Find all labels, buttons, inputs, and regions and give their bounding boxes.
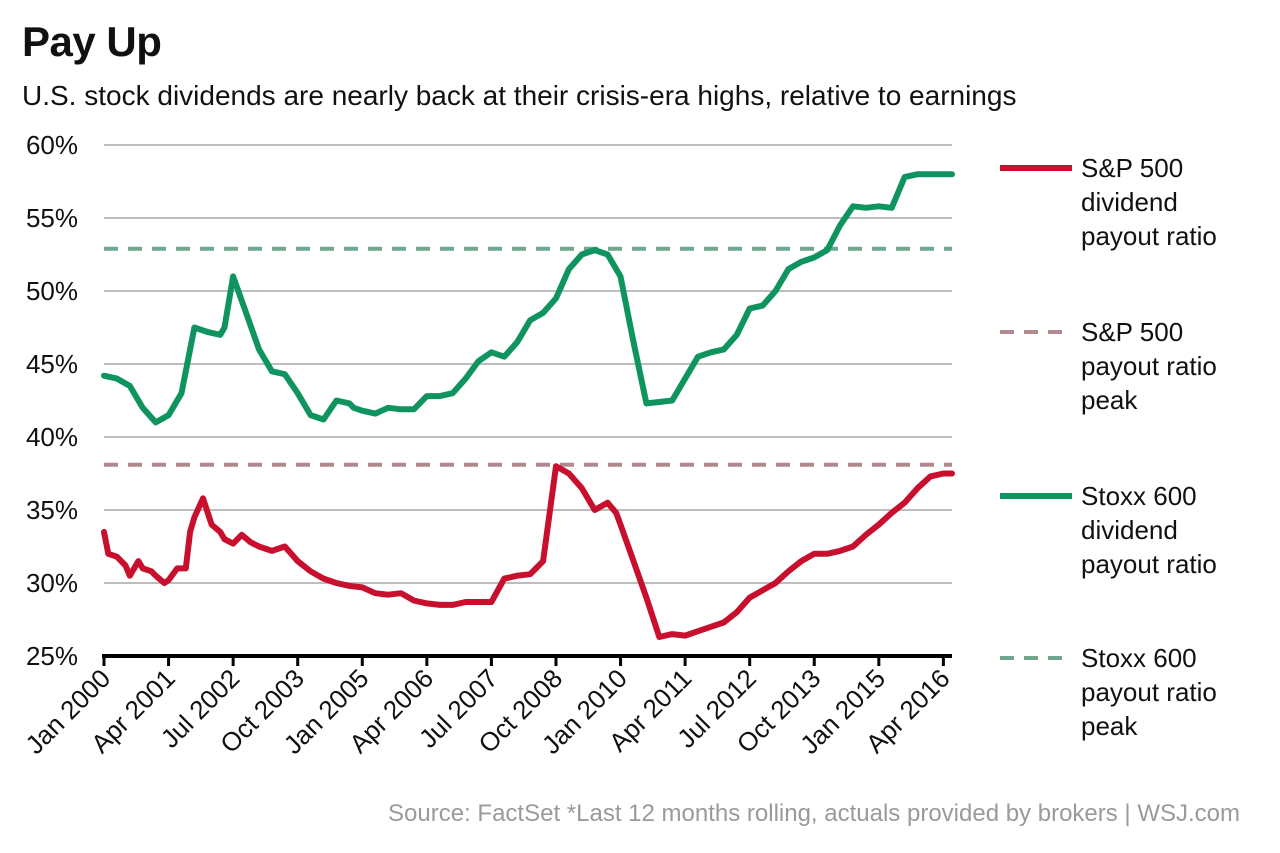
y-axis-ticks: 25% 30% 35% 40% 45% 50% 55% 60% bbox=[26, 130, 78, 671]
grid-lines bbox=[104, 144, 952, 584]
y-tick-label: 55% bbox=[26, 203, 78, 233]
series-line-2 bbox=[101, 171, 955, 426]
y-tick-label: 45% bbox=[26, 349, 78, 379]
series-line-0 bbox=[101, 463, 955, 640]
y-tick-label: 50% bbox=[26, 276, 78, 306]
chart-subtitle: U.S. stock dividends are nearly back at … bbox=[22, 80, 1017, 111]
y-tick-label: 40% bbox=[26, 422, 78, 452]
legend-label-2: Stoxx 600 dividend payout ratio bbox=[1081, 481, 1217, 579]
y-tick-label: 25% bbox=[26, 641, 78, 671]
legend: S&P 500 dividend payout ratio S&P 500 payout… bbox=[1000, 153, 1217, 741]
series-lines bbox=[101, 171, 955, 640]
source-note: Source: FactSet *Last 12 months rolling,… bbox=[388, 800, 1240, 827]
legend-label-0: S&P 500 dividend payout ratio bbox=[1081, 153, 1217, 251]
legend-label-3: Stoxx 600 payout ratio peak bbox=[1081, 643, 1217, 741]
y-tick-label: 35% bbox=[26, 495, 78, 525]
y-tick-label: 30% bbox=[26, 568, 78, 598]
chart-title: Pay Up bbox=[22, 18, 162, 65]
y-tick-label: 60% bbox=[26, 130, 78, 160]
legend-label-1: S&P 500 payout ratio peak bbox=[1081, 317, 1217, 415]
